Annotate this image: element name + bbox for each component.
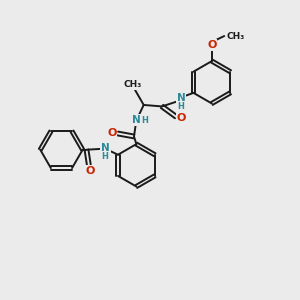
Text: H: H bbox=[141, 116, 148, 125]
Text: CH₃: CH₃ bbox=[226, 32, 244, 40]
Text: O: O bbox=[85, 166, 95, 176]
Text: H: H bbox=[102, 152, 109, 161]
Text: N: N bbox=[101, 143, 110, 153]
Text: H: H bbox=[177, 102, 184, 111]
Text: O: O bbox=[207, 40, 217, 50]
Text: O: O bbox=[176, 113, 186, 123]
Text: CH₃: CH₃ bbox=[123, 80, 142, 89]
Text: N: N bbox=[177, 93, 185, 103]
Text: O: O bbox=[107, 128, 117, 138]
Text: N: N bbox=[132, 115, 141, 125]
